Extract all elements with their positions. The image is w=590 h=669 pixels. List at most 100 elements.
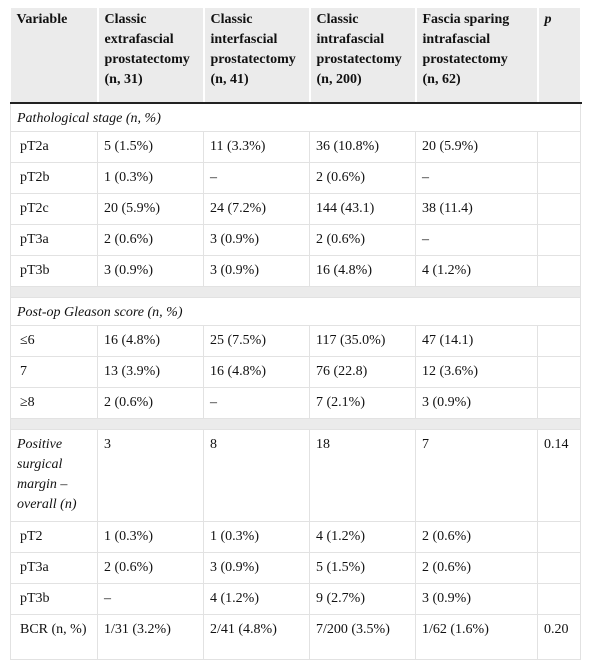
cell: 2/41 (4.8%) xyxy=(203,613,310,660)
results-table: Variable Classic extrafascial prostatecto… xyxy=(10,8,582,660)
cell: 18 xyxy=(309,428,416,522)
cell: 8 xyxy=(203,428,310,522)
cell: 16 (4.8%) xyxy=(203,355,310,388)
cell: 2 (0.6%) xyxy=(309,223,416,256)
data-row: pT2 1 (0.3%) 1 (0.3%) 4 (1.2%) 2 (0.6%) xyxy=(10,520,581,553)
cell: 144 (43.1) xyxy=(309,192,416,225)
cell: 7 (2.1%) xyxy=(309,386,416,419)
cell xyxy=(537,582,581,615)
row-label: pT2 xyxy=(10,520,98,553)
section-title: Pathological stage (n, %) xyxy=(10,102,581,132)
data-row: pT3b –4 (1.2%) 9 (2.7%) 3 (0.9%) xyxy=(10,582,581,615)
cell: 1/62 (1.6%) xyxy=(415,613,538,660)
data-row: pT3a 2 (0.6%) 3 (0.9%) 5 (1.5%) 2 (0.6%) xyxy=(10,551,581,584)
section-row: Pathological stage (n, %) xyxy=(10,102,581,132)
cell: 7 xyxy=(415,428,538,522)
column-title: Classic intrafascial prostatectomy xyxy=(316,12,402,67)
cell: 2 (0.6%) xyxy=(309,161,416,194)
cell: 3 (0.9%) xyxy=(203,551,310,584)
cell: 4 (1.2%) xyxy=(415,254,538,287)
cell: 76 (22.8) xyxy=(309,355,416,388)
cell: 20 (5.9%) xyxy=(97,192,204,225)
row-label: ≤6 xyxy=(10,324,98,357)
row-label: pT3a xyxy=(10,223,98,256)
cell xyxy=(537,551,581,584)
column-count: (n, 41) xyxy=(210,72,249,87)
column-header: Classic extrafascial prostatectomy (n, 31… xyxy=(97,8,205,104)
column-title: Classic extrafascial prostatectomy xyxy=(104,12,190,67)
cell xyxy=(537,161,581,194)
data-row: pT2a 5 (1.5%) 11 (3.3%) 36 (10.8%) 20 (5.9%) xyxy=(10,130,581,163)
cell: 16 (4.8%) xyxy=(97,324,204,357)
row-label: BCR (n, %) xyxy=(10,613,98,660)
cell: 9 (2.7%) xyxy=(309,582,416,615)
cell: 3 xyxy=(97,428,204,522)
row-label: pT2c xyxy=(10,192,98,225)
cell: 5 (1.5%) xyxy=(97,130,204,163)
table-body: Pathological stage (n, %) pT2a 5 (1.5%) 11 … xyxy=(10,102,581,660)
data-row: pT3b 3 (0.9%) 3 (0.9%) 16 (4.8%) 4 (1.2%) xyxy=(10,254,581,287)
data-row: 7 13 (3.9%) 16 (4.8%) 76 (22.8) 12 (3.6%) xyxy=(10,355,581,388)
cell: 12 (3.6%) xyxy=(415,355,538,388)
cell: 3 (0.9%) xyxy=(203,254,310,287)
cell: 47 (14.1) xyxy=(415,324,538,357)
data-row: ≥8 2 (0.6%) –7 (2.1%) 3 (0.9%) xyxy=(10,386,581,419)
data-row: Positive surgical margin – overall (n) 3 8… xyxy=(10,428,581,522)
cell xyxy=(537,386,581,419)
cell: 4 (1.2%) xyxy=(309,520,416,553)
column-count: (n, 62) xyxy=(422,72,461,87)
header-row: Variable Classic extrafascial prostatecto… xyxy=(10,8,582,104)
cell xyxy=(537,130,581,163)
spacer-row xyxy=(10,417,581,430)
cell: 2 (0.6%) xyxy=(415,520,538,553)
cell: 13 (3.9%) xyxy=(97,355,204,388)
column-title: p xyxy=(544,12,552,27)
section-row: Post-op Gleason score (n, %) xyxy=(10,296,581,326)
column-header: p xyxy=(537,8,582,104)
data-row: pT2c 20 (5.9%) 24 (7.2%) 144 (43.1) 38 (11.4… xyxy=(10,192,581,225)
row-label: pT3b xyxy=(10,254,98,287)
cell xyxy=(537,192,581,225)
row-label: pT2a xyxy=(10,130,98,163)
data-row: BCR (n, %) 1/31 (3.2%) 2/41 (4.8%) 7/200 (3… xyxy=(10,613,581,660)
cell: 117 (35.0%) xyxy=(309,324,416,357)
data-row: ≤6 16 (4.8%) 25 (7.5%) 117 (35.0%) 47 (14.1) xyxy=(10,324,581,357)
column-header: Fascia sparing intrafascial prostatectom… xyxy=(415,8,539,104)
cell: – xyxy=(415,161,538,194)
column-header: Classic interfascial prostatectomy (n, 41… xyxy=(203,8,311,104)
row-label: ≥8 xyxy=(10,386,98,419)
cell: 3 (0.9%) xyxy=(203,223,310,256)
column-title: Fascia sparing intrafascial prostatectom… xyxy=(422,12,510,67)
cell: 1 (0.3%) xyxy=(203,520,310,553)
cell: 11 (3.3%) xyxy=(203,130,310,163)
cell xyxy=(537,520,581,553)
cell: 25 (7.5%) xyxy=(203,324,310,357)
cell: 2 (0.6%) xyxy=(97,551,204,584)
cell: 4 (1.2%) xyxy=(203,582,310,615)
column-header: Variable xyxy=(10,8,99,104)
cell: 16 (4.8%) xyxy=(309,254,416,287)
cell: 1/31 (3.2%) xyxy=(97,613,204,660)
spacer-cell xyxy=(10,417,581,430)
cell: – xyxy=(203,161,310,194)
cell: 3 (0.9%) xyxy=(97,254,204,287)
cell xyxy=(537,223,581,256)
column-title: Variable xyxy=(16,12,68,27)
cell: – xyxy=(415,223,538,256)
cell: 3 (0.9%) xyxy=(415,386,538,419)
row-label: 7 xyxy=(10,355,98,388)
cell: 2 (0.6%) xyxy=(97,223,204,256)
row-label: Positive surgical margin – overall (n) xyxy=(10,428,98,522)
column-title: Classic interfascial prostatectomy xyxy=(210,12,296,67)
cell xyxy=(537,324,581,357)
cell: 1 (0.3%) xyxy=(97,520,204,553)
cell xyxy=(537,254,581,287)
cell: 38 (11.4) xyxy=(415,192,538,225)
cell: 20 (5.9%) xyxy=(415,130,538,163)
cell: 3 (0.9%) xyxy=(415,582,538,615)
cell: 2 (0.6%) xyxy=(415,551,538,584)
cell: – xyxy=(97,582,204,615)
cell: 36 (10.8%) xyxy=(309,130,416,163)
row-label: pT3b xyxy=(10,582,98,615)
